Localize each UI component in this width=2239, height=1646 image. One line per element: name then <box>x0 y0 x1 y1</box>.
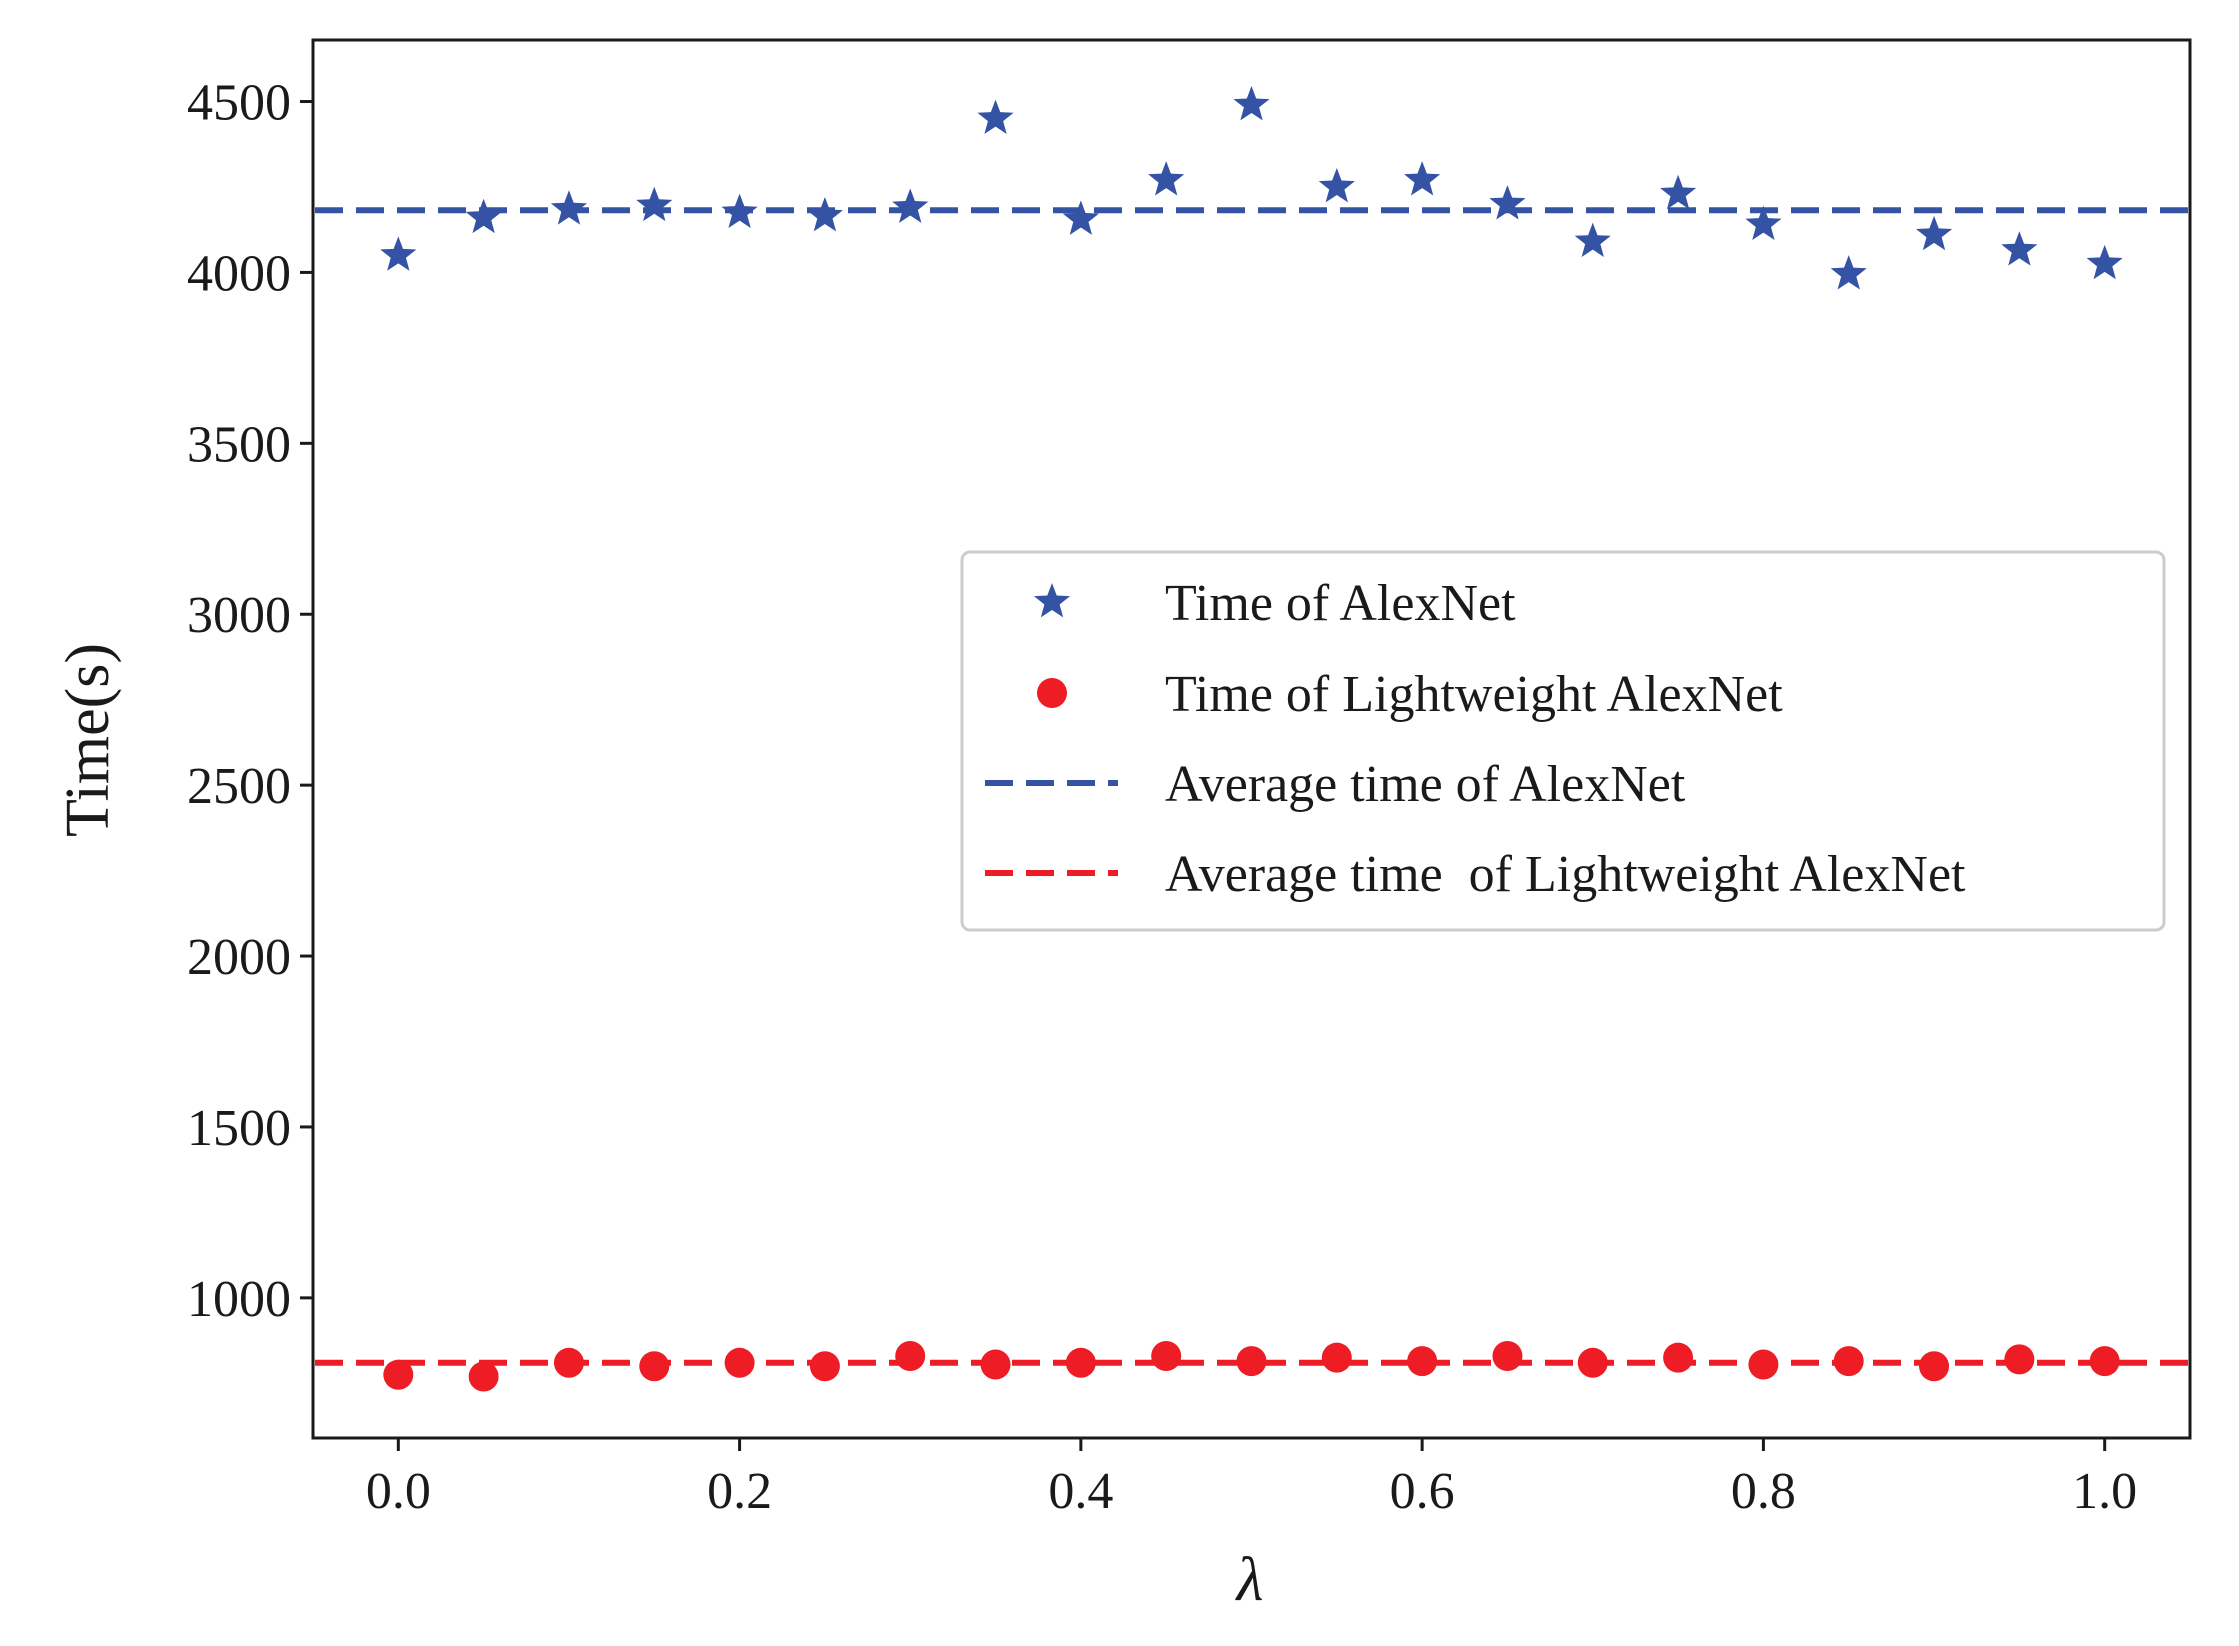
lightweight-time-point <box>1321 1342 1352 1373</box>
legend-circle-icon <box>1037 678 1067 708</box>
lightweight-time-point <box>1151 1340 1182 1371</box>
y-tick-label: 1500 <box>187 1100 291 1157</box>
y-tick-label: 2000 <box>187 929 291 986</box>
alexnet-time-point <box>2086 244 2123 280</box>
y-axis-label: Time(s) <box>54 643 122 837</box>
y-tick-label: 4000 <box>187 245 291 302</box>
legend: Time of AlexNet Time of Lightweight AlexN… <box>960 550 2166 932</box>
alexnet-time-point <box>1660 174 1697 210</box>
lightweight-time-point <box>980 1349 1011 1380</box>
lightweight-time-point <box>2004 1344 2035 1375</box>
y-tick-label: 3000 <box>187 587 291 644</box>
x-tick-label: 1.0 <box>2072 1463 2137 1520</box>
alexnet-time-point <box>465 198 502 234</box>
alexnet-time-point <box>1830 255 1867 290</box>
y-tick-label: 3500 <box>187 416 291 473</box>
x-tick-label: 0.4 <box>1048 1463 1113 1520</box>
lightweight-time-point <box>1492 1340 1523 1371</box>
alexnet-time-point <box>1404 161 1441 196</box>
lightweight-time-point <box>383 1359 414 1390</box>
y-tick-label: 2500 <box>187 758 291 815</box>
lightweight-time-point <box>639 1351 670 1382</box>
plot-frame <box>311 38 2192 1440</box>
y-tick-label: 1000 <box>187 1271 291 1328</box>
y-axis: 1000 1500 2000 2500 3000 3500 4000 4500 <box>187 75 313 1328</box>
x-tick-label: 0.8 <box>1731 1463 1796 1520</box>
lightweight-time-point <box>1919 1351 1950 1382</box>
legend-label: Time of Lightweight AlexNet <box>1165 666 1783 723</box>
legend-star-icon <box>1033 583 1071 618</box>
lightweight-time-point <box>1236 1346 1267 1377</box>
alexnet-time-point <box>1574 222 1611 258</box>
alexnet-time-point <box>1915 215 1953 251</box>
lightweight-time-point <box>809 1351 840 1382</box>
alexnet-time-point <box>1062 200 1099 235</box>
lightweight-time-point <box>1577 1347 1608 1378</box>
lightweight-time-point <box>1663 1342 1694 1373</box>
legend-box <box>960 550 2166 932</box>
x-axis: 0.0 0.2 0.4 0.6 0.8 1.0 <box>366 1438 2137 1520</box>
alexnet-time-point <box>1148 161 1185 196</box>
alexnet-time-point <box>636 186 673 222</box>
lightweight-time-point <box>468 1361 499 1392</box>
lightweight-time-point <box>1833 1346 1864 1377</box>
alexnet-time-point <box>806 197 843 232</box>
x-tick-label: 0.0 <box>366 1463 431 1520</box>
alexnet-time-point <box>892 188 929 223</box>
lightweight-time-point <box>2089 1346 2120 1377</box>
lightweight-time-point <box>1407 1346 1438 1377</box>
plot-area <box>315 85 2188 1392</box>
alexnet-time-point <box>1745 205 1782 240</box>
alexnet-time-point <box>2001 231 2038 266</box>
lightweight-time-point <box>895 1340 926 1371</box>
alexnet-time-point <box>550 190 588 225</box>
alexnet-time-point <box>1318 167 1355 203</box>
x-tick-label: 0.2 <box>707 1463 772 1520</box>
lightweight-time-point <box>1748 1349 1779 1380</box>
lightweight-time-point <box>553 1347 584 1378</box>
legend-label: Average time of Lightweight AlexNet <box>1165 846 1966 903</box>
lightweight-time-point <box>1065 1347 1096 1378</box>
legend-label: Time of AlexNet <box>1165 575 1516 632</box>
alexnet-time-point <box>977 99 1014 134</box>
alexnet-time-point <box>380 236 417 271</box>
alexnet-time-point <box>721 193 758 228</box>
x-axis-label: λ <box>1235 1546 1264 1614</box>
alexnet-time-point <box>1233 85 1270 121</box>
alexnet-time-point <box>1489 185 1526 220</box>
legend-label: Average time of AlexNet <box>1165 756 1686 813</box>
y-tick-label: 4500 <box>187 75 291 132</box>
lightweight-time-point <box>724 1347 755 1378</box>
x-tick-label: 0.6 <box>1390 1463 1455 1520</box>
